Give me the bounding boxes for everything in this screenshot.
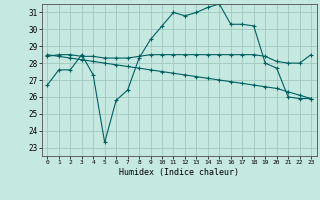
X-axis label: Humidex (Indice chaleur): Humidex (Indice chaleur) bbox=[119, 168, 239, 177]
